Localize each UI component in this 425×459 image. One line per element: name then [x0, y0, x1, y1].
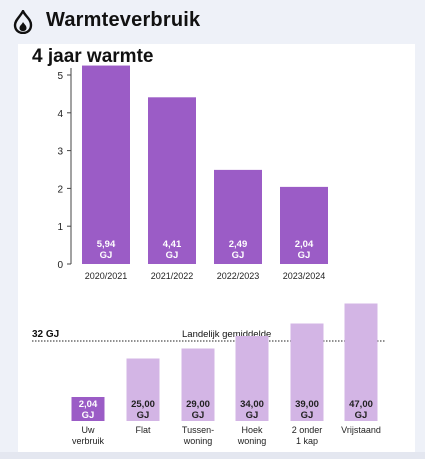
bar: [126, 358, 160, 421]
bar-unit-label: GJ: [355, 410, 368, 421]
bar: [280, 186, 328, 264]
bar-value-label: 29,00: [186, 399, 210, 410]
bar-value-label: 2,49: [229, 239, 248, 250]
bar-unit-label: GJ: [137, 410, 150, 421]
y-tick-label: 5: [57, 71, 63, 82]
bar-value-label: 5,94: [97, 239, 116, 250]
x-tick-label: 2021/2022: [151, 271, 194, 281]
x-tick-label: 2020/2021: [85, 271, 128, 281]
x-tick-label: 2 onder: [292, 425, 323, 435]
x-tick-label: Vrijstaand: [341, 425, 381, 435]
x-tick-label: Hoek: [241, 425, 263, 435]
bar-unit-label: GJ: [192, 410, 205, 421]
y-tick-label: 1: [57, 222, 63, 233]
bottom-strip: [0, 452, 425, 459]
y-tick-label: 0: [57, 260, 63, 271]
app-title: Warmteverbruik: [46, 9, 201, 31]
bar-unit-label: GJ: [100, 250, 113, 261]
bar: [71, 397, 105, 421]
x-tick-label: Uw: [82, 425, 95, 435]
bar-value-label: 2,04: [79, 399, 98, 410]
x-tick-label: woning: [183, 436, 213, 446]
chart-title: 4 jaar warmte: [32, 46, 154, 67]
x-tick-label: 2022/2023: [217, 271, 260, 281]
bar: [181, 348, 215, 421]
bar: [148, 97, 196, 264]
x-tick-label: 2023/2024: [283, 271, 326, 281]
bar-unit-label: GJ: [82, 410, 95, 421]
reference-value-label: 32 GJ: [32, 329, 59, 340]
bar-value-label: 2,04: [295, 239, 314, 250]
x-tick-label: verbruik: [72, 436, 105, 446]
bar: [290, 323, 324, 421]
bar-unit-label: GJ: [301, 410, 314, 421]
bar-unit-label: GJ: [246, 410, 259, 421]
x-tick-label: Flat: [135, 425, 151, 435]
bar-value-label: 39,00: [295, 399, 319, 410]
bar-value-label: 47,00: [349, 399, 373, 410]
flame-icon: [13, 10, 33, 34]
bar-unit-label: GJ: [166, 250, 179, 261]
y-tick-label: 2: [57, 184, 63, 195]
bar: [344, 303, 378, 421]
y-tick-label: 3: [57, 147, 63, 158]
comparison-chart: 32 GJ Landelijk gemiddelde2,04GJUwverbrui…: [32, 303, 385, 446]
yearly-heat-chart: 0123455,94GJ2020/20214,41GJ2021/20222,49…: [57, 65, 328, 281]
bar: [235, 336, 269, 421]
x-tick-label: 1 kap: [296, 436, 318, 446]
bar-unit-label: GJ: [298, 250, 311, 261]
bar-value-label: 34,00: [240, 399, 264, 410]
bar-value-label: 25,00: [131, 399, 155, 410]
reference-line-label: Landelijk gemiddelde: [182, 329, 271, 340]
bar-unit-label: GJ: [232, 250, 245, 261]
bar: [214, 169, 262, 264]
y-tick-label: 4: [57, 109, 63, 120]
bar-value-label: 4,41: [163, 239, 182, 250]
x-tick-label: Tussen-: [182, 425, 214, 435]
x-tick-label: woning: [237, 436, 267, 446]
app-header: Warmteverbruik: [0, 0, 425, 44]
bar: [82, 65, 130, 264]
